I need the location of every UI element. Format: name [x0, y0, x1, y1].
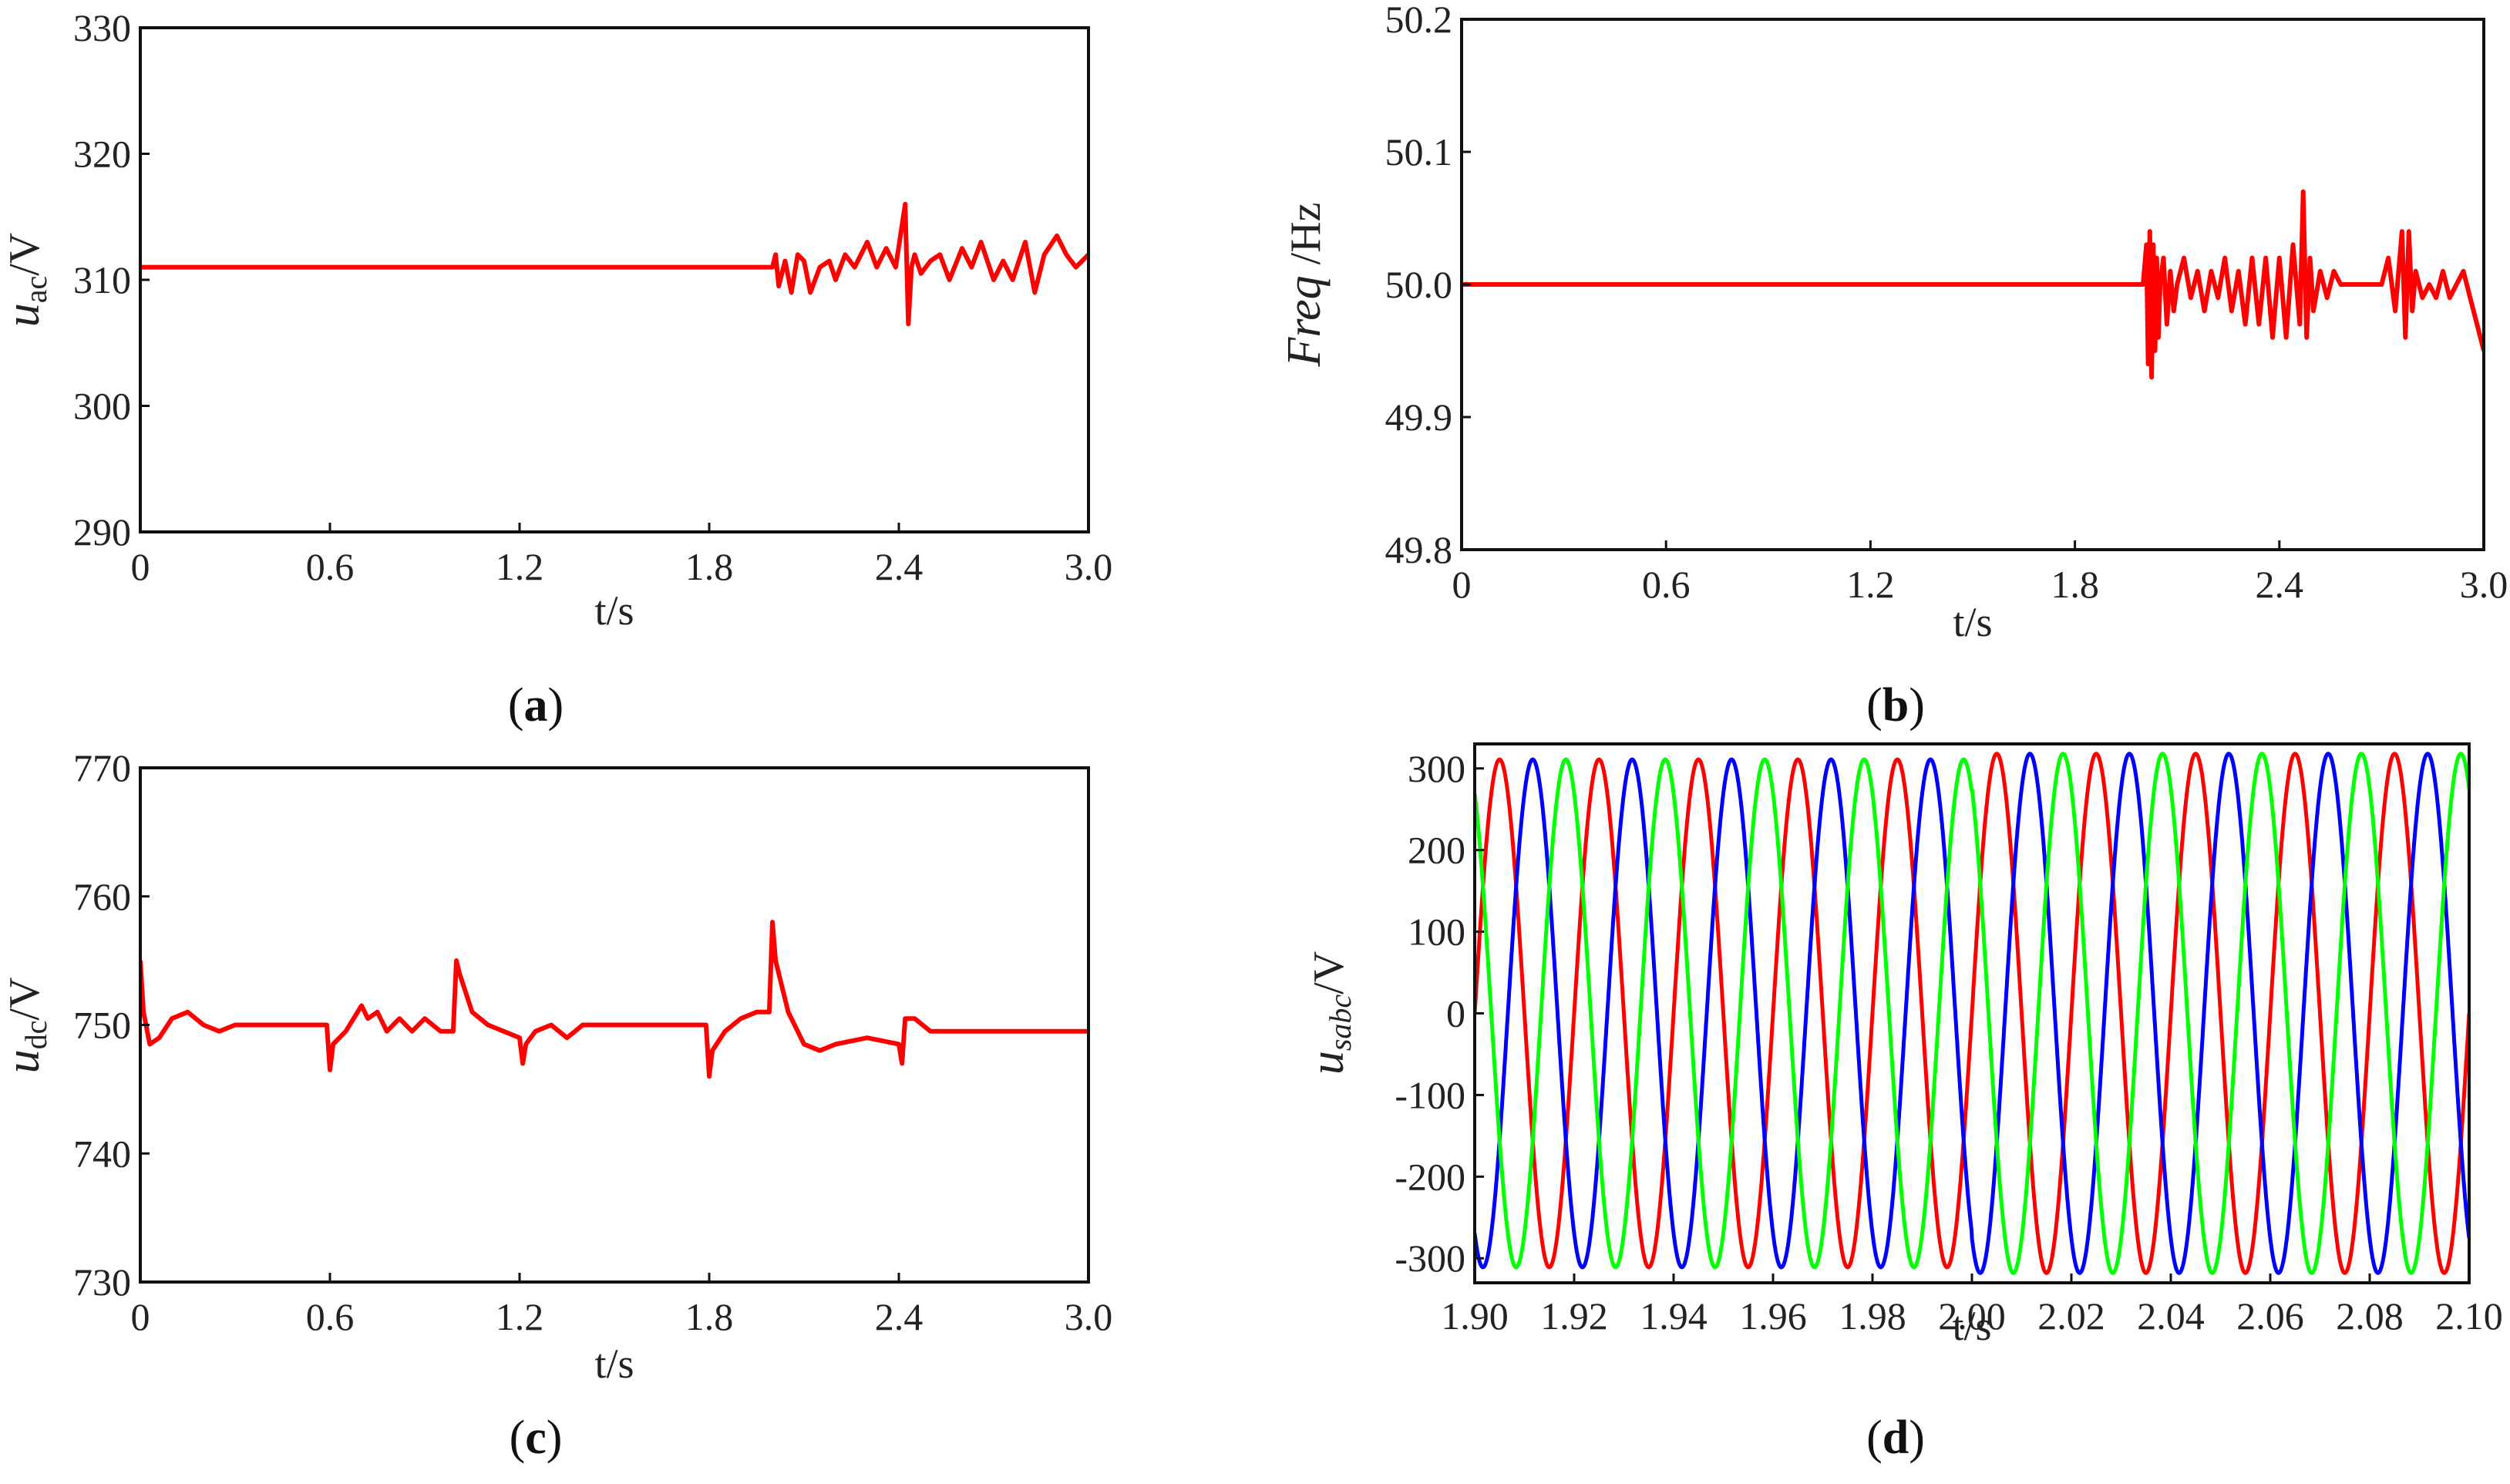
chart-a-xtick-label: 3.0	[1065, 545, 1113, 588]
chart-b-xlabel: t/s	[1953, 599, 1992, 645]
chart-d-series-c	[1475, 752, 2469, 1275]
chart-b-xtick-label: 3.0	[2460, 563, 2508, 606]
chart-a-ytick-label: 290	[73, 510, 131, 554]
chart-b-xtick-label: 0	[1452, 563, 1472, 606]
chart-a-series-u_ac	[140, 201, 1088, 327]
chart-d-xtick-label: 1.90	[1441, 1294, 1509, 1338]
chart-b-xtick-label: 2.4	[2256, 563, 2304, 606]
chart-a-xtick-label: 0	[131, 545, 150, 588]
chart-c-series-group	[140, 920, 1088, 1079]
chart-a-ylabel-unit: /V	[1, 233, 49, 276]
chart-c: 0 0.6 1.2 1.8 2.4 3.0 730 740 750 760 770 t/s udc/…	[0, 746, 1112, 1464]
chart-c-ylabel-main: u	[0, 1049, 49, 1073]
chart-b-ylabel-main: Freq	[1278, 275, 1331, 367]
chart-a-plot-frame	[139, 26, 1090, 533]
chart-a-xtick-label: 1.8	[685, 545, 734, 588]
chart-b-ticks: 0 0.6 1.2 1.8 2.4 3.0 49.8 49.9 50.0 50.1 50.2	[1385, 0, 2508, 606]
chart-d-series-b	[1475, 752, 2469, 1275]
chart-a-ylabel-main: u	[0, 303, 49, 327]
chart-a-ytick-label: 330	[73, 6, 131, 49]
chart-a-xtick-label: 2.4	[875, 545, 924, 588]
chart-c-xtick-label: 0.6	[306, 1295, 355, 1338]
chart-a-ytick-label: 300	[73, 385, 131, 428]
chart-d-xtick-label: 2.00	[1938, 1294, 2006, 1338]
chart-d-xtick-label: 2.10	[2435, 1294, 2503, 1338]
chart-c-series-u_dc	[140, 920, 1088, 1079]
chart-d-ytick-label: -300	[1395, 1237, 1465, 1280]
chart-d-ylabel-main: u	[1301, 1051, 1354, 1075]
chart-c-ytick-label: 730	[73, 1260, 131, 1304]
chart-b-xtick-label: 1.8	[2051, 563, 2099, 606]
chart-b-series-Freq	[1462, 189, 2484, 380]
chart-b-ylabel: Freq /Hz	[1278, 202, 1331, 367]
chart-a: 0 0.6 1.2 1.8 2.4 3.0 290 300 310 320 330 t/s uac/…	[0, 6, 1112, 732]
chart-a-ylabel-sub: ac	[19, 276, 53, 304]
chart-a-ylabel: uac/V	[0, 233, 53, 328]
chart-c-xtick-label: 0	[131, 1295, 150, 1338]
chart-d-series-group	[1475, 752, 2469, 1275]
chart-a-xtick-label: 0.6	[306, 545, 355, 588]
chart-d-panel-label: (d)	[1866, 1412, 1925, 1464]
chart-d-ytick-label: 200	[1408, 829, 1465, 872]
chart-b-ytick-label: 49.8	[1385, 528, 1453, 571]
chart-b-ytick-label: 49.9	[1385, 395, 1453, 439]
chart-a-ytick-label: 320	[73, 133, 131, 176]
chart-b-series-group	[1462, 189, 2484, 380]
chart-d-ytick-label: -200	[1395, 1155, 1465, 1198]
chart-b-xtick-label: 0.6	[1642, 563, 1691, 606]
chart-d-xtick-label: 2.08	[2336, 1294, 2404, 1338]
chart-a-ticks: 0 0.6 1.2 1.8 2.4 3.0 290 300 310 320 330	[73, 6, 1112, 588]
chart-c-ytick-label: 770	[73, 746, 131, 789]
chart-c-ticks: 0 0.6 1.2 1.8 2.4 3.0 730 740 750 760 770	[73, 746, 1112, 1338]
chart-c-ylabel: udc/V	[0, 978, 53, 1074]
chart-d-ylabel-unit: /V	[1305, 951, 1353, 994]
chart-d-xtick-label: 1.98	[1839, 1294, 1906, 1338]
chart-c-ylabel-unit: /V	[1, 978, 49, 1021]
chart-a-xtick-label: 1.2	[496, 545, 544, 588]
chart-c-xtick-label: 1.8	[685, 1295, 734, 1338]
chart-d-ytick-label: 100	[1408, 910, 1465, 954]
chart-a-series-group	[140, 201, 1088, 327]
chart-b-xtick-label: 1.2	[1846, 563, 1895, 606]
chart-b-panel-label: (b)	[1866, 679, 1925, 732]
chart-b-ylabel-unit: /Hz	[1282, 202, 1330, 275]
chart-d-xtick-label: 1.92	[1540, 1294, 1608, 1338]
chart-c-panel-label: (c)	[510, 1412, 563, 1464]
chart-c-xtick-label: 1.2	[496, 1295, 544, 1338]
chart-c-xtick-label: 3.0	[1065, 1295, 1113, 1338]
chart-c-xlabel: t/s	[594, 1341, 634, 1387]
chart-d-series-a	[1475, 752, 2469, 1275]
chart-d-xtick-label: 2.02	[2037, 1294, 2105, 1338]
chart-b-ytick-label: 50.1	[1385, 130, 1453, 173]
chart-a-panel-label: (a)	[508, 679, 564, 732]
chart-b-ytick-label: 50.2	[1385, 0, 1453, 41]
chart-d-xtick-label: 1.94	[1640, 1294, 1708, 1338]
chart-d-ticks: 1.90 1.92 1.94 1.96 1.98 2.00 2.02 2.04 2.06 2.08…	[1395, 747, 2502, 1338]
chart-d-xtick-label: 2.04	[2137, 1294, 2205, 1338]
chart-c-ytick-label: 760	[73, 875, 131, 918]
chart-a-xlabel: t/s	[594, 587, 634, 634]
chart-d-ylabel: usabc/V	[1301, 951, 1358, 1075]
chart-d: 1.90 1.92 1.94 1.96 1.98 2.00 2.02 2.04 2.06 2.08…	[1301, 742, 2503, 1464]
chart-d-ytick-label: 0	[1446, 992, 1465, 1035]
chart-a-ytick-label: 310	[73, 258, 131, 301]
chart-d-ytick-label: -100	[1395, 1073, 1465, 1116]
chart-c-ylabel-sub: dc	[19, 1021, 53, 1050]
chart-c-xtick-label: 2.4	[875, 1295, 924, 1338]
chart-d-xtick-label: 2.06	[2236, 1294, 2304, 1338]
chart-d-ylabel-sub: sabc	[1323, 994, 1358, 1052]
chart-d-ytick-label: 300	[1408, 747, 1465, 790]
chart-d-xlabel: t/s	[1952, 1303, 1991, 1349]
chart-c-ytick-label: 740	[73, 1132, 131, 1175]
chart-c-ytick-label: 750	[73, 1004, 131, 1047]
chart-d-xtick-label: 1.96	[1739, 1294, 1807, 1338]
chart-b: 0 0.6 1.2 1.8 2.4 3.0 49.8 49.9 50.0 50.1 50.2 t/s…	[1278, 0, 2508, 732]
chart-b-ytick-label: 50.0	[1385, 263, 1453, 306]
